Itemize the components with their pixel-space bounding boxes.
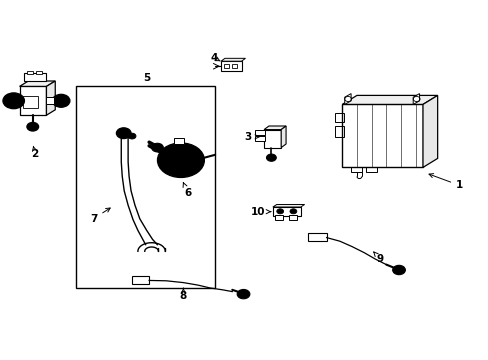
Circle shape	[27, 122, 39, 131]
Bar	[365, 167, 376, 172]
Bar	[334, 113, 343, 122]
Polygon shape	[264, 126, 285, 130]
Bar	[24, 73, 46, 81]
Circle shape	[237, 289, 249, 299]
Polygon shape	[422, 95, 437, 167]
Bar	[173, 138, 184, 144]
Polygon shape	[20, 86, 46, 115]
Polygon shape	[412, 94, 419, 104]
Text: 6: 6	[183, 183, 191, 198]
Circle shape	[276, 209, 283, 214]
Bar	[289, 215, 296, 220]
Text: 2: 2	[32, 146, 39, 159]
Bar	[350, 167, 361, 172]
Bar	[342, 104, 422, 167]
Circle shape	[151, 143, 163, 152]
Polygon shape	[342, 95, 437, 104]
Bar	[76, 86, 215, 288]
Bar	[36, 71, 41, 74]
Text: 10: 10	[250, 207, 270, 217]
Polygon shape	[281, 126, 285, 148]
Text: 3: 3	[244, 132, 259, 142]
Bar	[255, 136, 264, 141]
Bar	[275, 215, 282, 220]
Text: 7: 7	[90, 208, 110, 224]
Circle shape	[392, 265, 405, 275]
Bar	[307, 233, 326, 241]
Circle shape	[289, 209, 296, 214]
Polygon shape	[221, 58, 245, 61]
Text: 8: 8	[180, 288, 186, 301]
Bar	[221, 61, 241, 71]
Bar	[334, 126, 343, 137]
Bar	[27, 71, 33, 74]
Polygon shape	[264, 130, 281, 148]
Polygon shape	[272, 204, 304, 207]
Circle shape	[52, 94, 70, 107]
Circle shape	[157, 143, 204, 177]
Bar	[231, 64, 236, 68]
Circle shape	[128, 133, 136, 139]
Bar	[255, 130, 264, 135]
Circle shape	[3, 93, 24, 109]
Circle shape	[266, 154, 276, 161]
Polygon shape	[272, 207, 300, 216]
Text: 4: 4	[209, 53, 220, 63]
Bar	[23, 96, 38, 108]
Text: 1: 1	[428, 174, 462, 190]
Polygon shape	[20, 81, 55, 86]
Text: 5: 5	[143, 73, 150, 84]
Bar	[224, 64, 228, 68]
Circle shape	[116, 128, 131, 139]
Polygon shape	[344, 94, 350, 104]
Bar	[132, 276, 149, 284]
Polygon shape	[46, 81, 55, 115]
Bar	[46, 97, 54, 104]
Text: 9: 9	[373, 252, 383, 264]
